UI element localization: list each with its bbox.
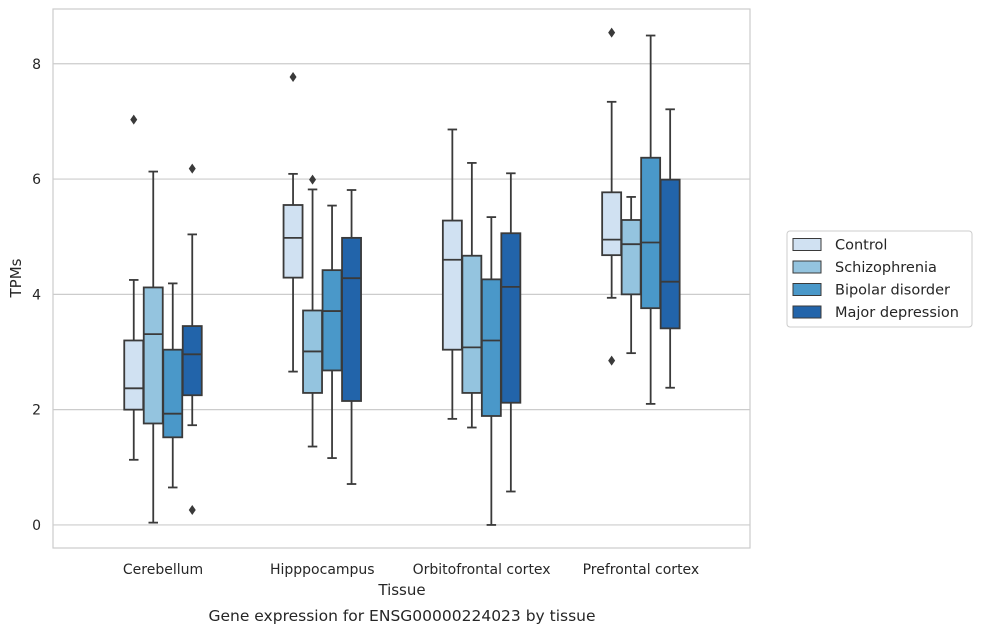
box	[461, 254, 483, 394]
x-tick-label: Hipppocampus	[270, 562, 375, 578]
x-tick-label: Prefrontal cortex	[583, 562, 700, 578]
x-axis-label: Tissue	[377, 581, 425, 599]
legend-entry: Major depression	[835, 305, 959, 321]
outlier-point	[289, 72, 297, 83]
box	[123, 339, 145, 411]
y-tick-label: 2	[32, 403, 41, 419]
legend-entry: Schizophrenia	[835, 260, 937, 276]
chart-caption: Gene expression for ENSG00000224023 by t…	[208, 607, 595, 625]
box-groups	[123, 27, 681, 526]
x-axis-ticks: Cerebellum Hipppocampus Orbitofrontal cort…	[123, 562, 699, 578]
y-tick-label: 6	[32, 172, 41, 188]
y-tick-label: 4	[32, 287, 41, 303]
y-tick-label: 0	[32, 518, 41, 534]
outlier-point	[608, 355, 616, 366]
outlier-point	[188, 504, 196, 515]
legend-swatch	[792, 283, 822, 296]
box	[640, 156, 662, 310]
box	[341, 236, 362, 402]
box	[601, 191, 623, 257]
legend-swatch	[792, 305, 822, 319]
series-schizophrenia	[142, 162, 642, 524]
box	[142, 286, 164, 425]
y-axis-label: TPMs	[7, 258, 25, 298]
series-control	[123, 27, 623, 461]
box	[282, 204, 304, 279]
x-tick-label: Orbitofrontal cortex	[413, 562, 551, 578]
box	[659, 178, 681, 330]
box	[162, 348, 184, 439]
outlier-point	[309, 174, 317, 185]
y-axis-ticks: 0 2 4 6 8	[32, 57, 41, 534]
outlier-point	[130, 114, 138, 125]
box	[181, 325, 203, 397]
box	[441, 219, 463, 351]
outlier-point	[188, 163, 196, 174]
legend-entry: Bipolar disorder	[835, 283, 950, 299]
outlier-point	[608, 27, 616, 38]
y-tick-label: 8	[32, 57, 41, 73]
legend-swatch	[792, 260, 822, 274]
box	[480, 278, 502, 417]
box	[500, 232, 522, 404]
legend-frame	[786, 230, 973, 328]
series-major-depression	[181, 108, 681, 515]
legend: Control Schizophrenia Bipolar disorder Majo…	[786, 230, 973, 328]
box	[321, 269, 343, 372]
legend-swatch	[792, 238, 822, 251]
box	[620, 219, 642, 296]
legend-entry: Control	[835, 238, 887, 254]
x-tick-label: Cerebellum	[123, 562, 203, 578]
